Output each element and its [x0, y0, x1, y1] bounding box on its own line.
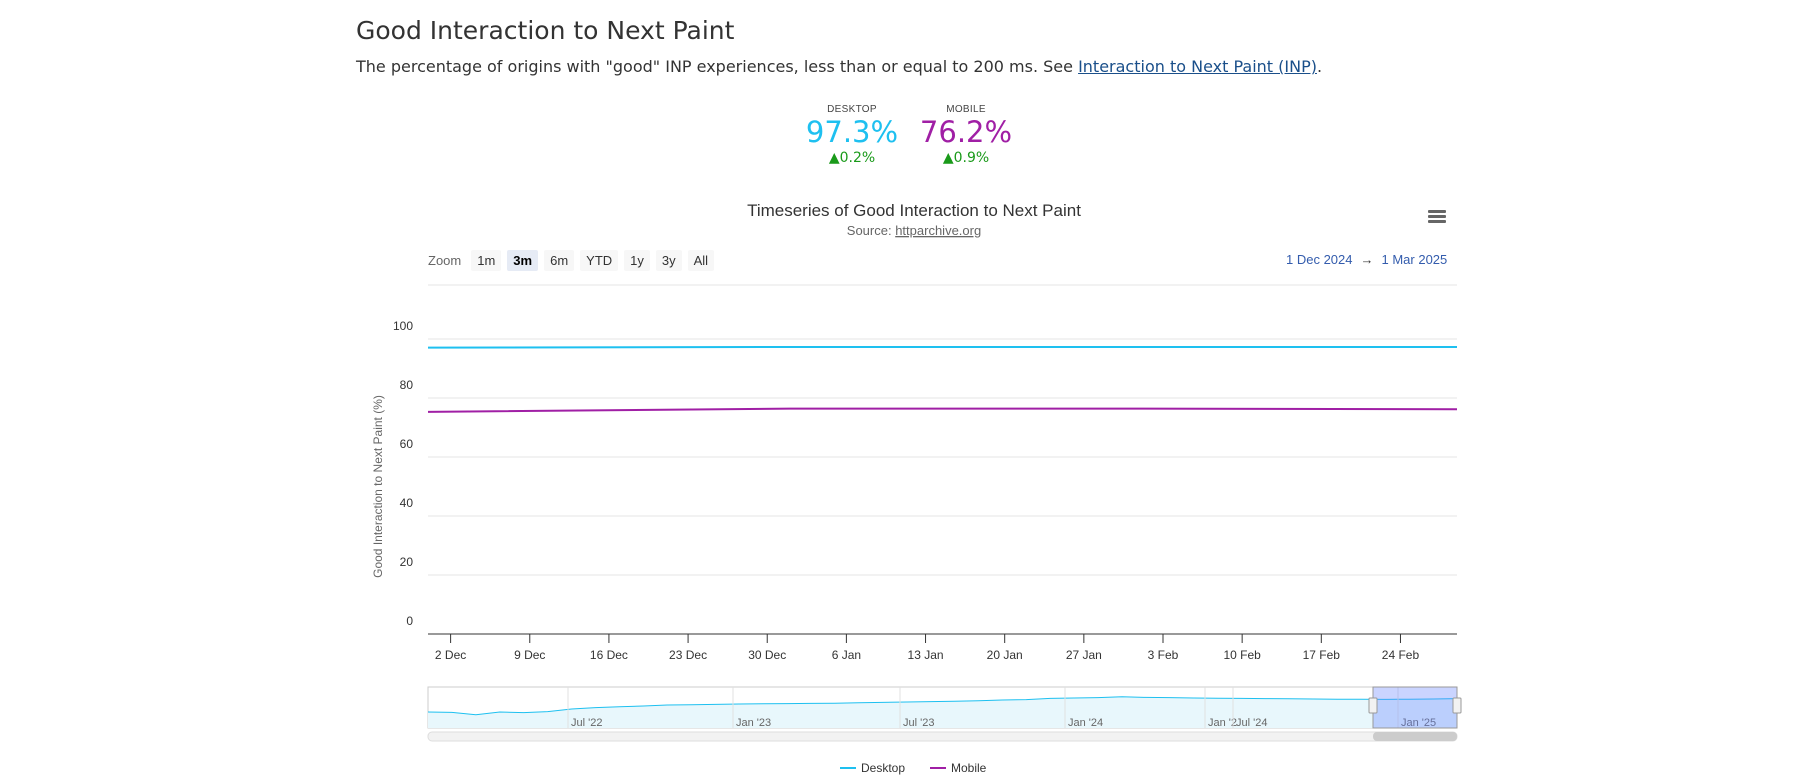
legend-item-mobile[interactable]: Mobile	[930, 761, 987, 775]
zoom-button-1y[interactable]: 1y	[624, 250, 650, 271]
y-tick-label: 20	[400, 555, 414, 569]
mobile-metric-label: MOBILE	[946, 104, 986, 115]
date-range: 1 Dec 2024 → 1 Mar 2025	[1286, 252, 1447, 267]
x-tick-label: 23 Dec	[669, 648, 707, 662]
x-tick-label: 6 Jan	[832, 648, 861, 662]
navigator-scrollbar-thumb[interactable]	[1373, 732, 1457, 741]
series-line-mobile	[427, 407, 1458, 413]
mobile-metric: MOBILE 76.2% ▲0.9%	[906, 104, 1026, 166]
y-tick-label: 80	[400, 378, 414, 392]
description-text: The percentage of origins with "good" IN…	[356, 57, 1079, 76]
section-title: Good Interaction to Next Paint	[356, 16, 735, 45]
x-tick-label: 13 Jan	[908, 648, 944, 662]
x-tick-label: 17 Feb	[1303, 648, 1341, 662]
series-line-desktop	[427, 346, 1457, 349]
zoom-bar: Zoom 1m 3m 6m YTD 1y 3y All	[428, 250, 715, 271]
x-tick-label: 16 Dec	[590, 648, 628, 662]
inp-link[interactable]: Interaction to Next Paint (INP)	[1078, 57, 1317, 76]
mobile-metric-change: ▲0.9%	[942, 150, 990, 166]
navigator-handle-right[interactable]	[1452, 697, 1462, 714]
x-tick-label: 20 Jan	[987, 648, 1023, 662]
x-tick-label: 30 Dec	[748, 648, 786, 662]
navigator-scrollbar-track[interactable]	[427, 731, 1458, 742]
navigator-tick-label: Jan '25	[1401, 717, 1436, 729]
navigator-tick-label: Jan '24	[1068, 717, 1103, 729]
chart-title: Timeseries of Good Interaction to Next P…	[747, 201, 1081, 220]
section-description: The percentage of origins with "good" IN…	[356, 57, 1322, 76]
y-tick-label: 40	[400, 496, 414, 510]
zoom-button-all[interactable]: All	[687, 250, 715, 271]
range-from[interactable]: 1 Dec 2024	[1286, 252, 1353, 267]
chart-source: Source: httparchive.org	[847, 223, 981, 238]
chart-source-link[interactable]: httparchive.org	[895, 223, 981, 238]
navigator-tick-label: Jan '23	[736, 717, 771, 729]
y-tick-label: 100	[393, 319, 413, 333]
description-end: .	[1316, 57, 1323, 76]
mobile-metric-value: 76.2%	[919, 115, 1013, 149]
navigator-tick-label: Jan '2	[1208, 717, 1237, 729]
x-tick-label: 3 Feb	[1148, 648, 1179, 662]
navigator-tick-label: Jul '22	[571, 717, 602, 729]
y-axis-label: Good Interaction to Next Paint (%)	[371, 395, 385, 578]
zoom-button-1m[interactable]: 1m	[471, 250, 502, 271]
navigator-area	[428, 696, 1457, 728]
legend-label-desktop: Desktop	[861, 761, 905, 775]
desktop-metric: DESKTOP 97.3% ▲0.2%	[792, 104, 912, 166]
desktop-metric-value: 97.3%	[805, 115, 899, 149]
zoom-button-3m[interactable]: 3m	[507, 250, 539, 271]
zoom-button-6m[interactable]: 6m	[544, 250, 575, 271]
zoom-label: Zoom	[428, 253, 462, 268]
legend-label-mobile: Mobile	[951, 761, 987, 775]
x-tick-label: 2 Dec	[435, 648, 466, 662]
desktop-metric-label: DESKTOP	[827, 104, 877, 115]
x-tick-label: 10 Feb	[1223, 648, 1261, 662]
chart-menu-icon[interactable]	[1428, 210, 1446, 224]
desktop-metric-change: ▲0.2%	[828, 150, 876, 166]
zoom-button-ytd[interactable]: YTD	[580, 250, 619, 271]
zoom-button-3y[interactable]: 3y	[655, 250, 682, 271]
y-tick-label: 0	[406, 614, 413, 628]
navigator-selection[interactable]	[1372, 686, 1458, 729]
navigator-handle-left[interactable]	[1368, 697, 1378, 714]
navigator-tick-label: Jul '24	[1236, 717, 1267, 729]
navigator-tick-label: Jul '23	[903, 717, 934, 729]
x-tick-label: 24 Feb	[1382, 648, 1420, 662]
range-arrow: →	[1360, 252, 1374, 267]
range-to[interactable]: 1 Mar 2025	[1381, 252, 1448, 267]
x-tick-label: 9 Dec	[514, 648, 545, 662]
x-tick-label: 27 Jan	[1066, 648, 1102, 662]
navigator-line	[427, 696, 1458, 716]
chart-source-prefix: Source:	[847, 223, 895, 238]
legend-item-desktop[interactable]: Desktop	[840, 761, 905, 775]
y-tick-label: 60	[400, 437, 414, 451]
